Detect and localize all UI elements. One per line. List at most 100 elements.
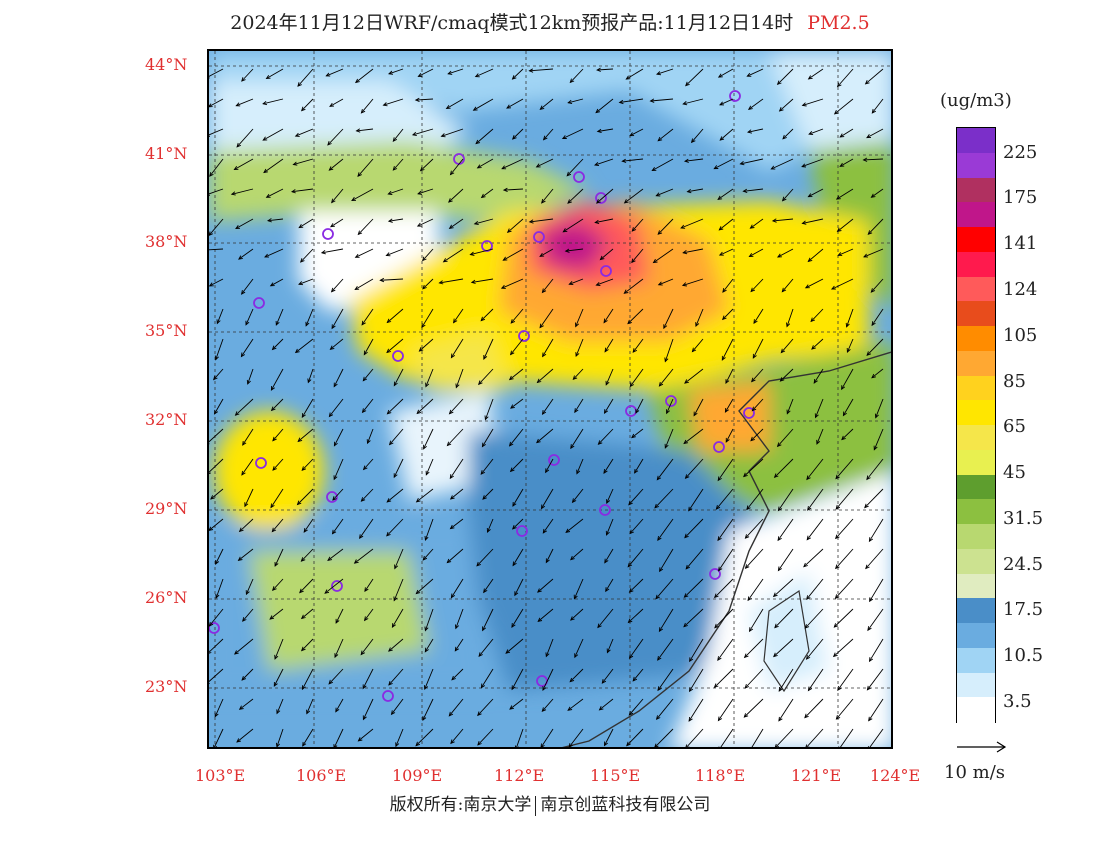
wind-arrow-head: [801, 220, 807, 225]
wind-arrow-shaft: [744, 638, 764, 658]
wind-arrow-shaft: [622, 158, 644, 162]
wind-arrow-shaft: [780, 338, 794, 353]
wind-arrow-shaft: [629, 638, 644, 659]
wind-arrow-head: [597, 440, 603, 445]
wind-arrow-head: [303, 528, 308, 533]
wind-arrow-head: [713, 165, 719, 170]
wind-arrow-shaft: [863, 158, 884, 161]
wind-arrow-shaft: [331, 308, 344, 329]
colorbar-label: 65: [1003, 416, 1026, 437]
wind-arrow-shaft: [478, 368, 494, 385]
wind-arrow-head: [300, 614, 306, 620]
wind-arrow-shaft: [869, 518, 884, 542]
wind-arrow-head: [718, 226, 724, 231]
wind-arrow-head: [572, 375, 578, 381]
wind-arrow-head: [631, 433, 636, 439]
wind-arrow-shaft: [749, 248, 764, 257]
wind-arrow-shaft: [354, 548, 374, 564]
wind-arrow-shaft: [291, 188, 314, 193]
wind-arrow-head: [866, 351, 872, 356]
wind-arrow-head: [839, 162, 845, 167]
wind-arrow-shaft: [804, 698, 824, 718]
wind-arrow-shaft: [569, 278, 584, 285]
wind-arrow-shaft: [595, 218, 614, 224]
wind-arrow-head: [327, 556, 333, 562]
wind-arrow-head: [871, 321, 876, 327]
wind-arrow-head: [388, 440, 394, 446]
wind-arrow-shaft: [815, 398, 824, 418]
wind-arrow-head: [540, 743, 545, 747]
wind-arrow-shaft: [563, 218, 584, 233]
wind-arrow-head: [424, 647, 429, 653]
wind-arrow-shaft: [266, 188, 284, 198]
wind-arrow-head: [599, 255, 605, 261]
wind-arrow-head: [746, 72, 752, 77]
wind-arrow-shaft: [215, 578, 224, 599]
wind-arrow-shaft: [478, 638, 494, 657]
wind-arrow-shaft: [359, 518, 374, 539]
wind-arrow-shaft: [722, 308, 734, 320]
lon-label: 115°E: [590, 766, 641, 785]
wind-arrow-shaft: [656, 698, 674, 720]
colorbar-segment: [957, 276, 995, 302]
wind-arrow-shaft: [361, 308, 374, 326]
wind-arrow-head: [236, 142, 241, 148]
wind-arrow-head: [663, 324, 668, 330]
wind-arrow-head: [271, 586, 277, 591]
wind-arrow-head: [603, 409, 609, 414]
wind-arrow-shaft: [422, 698, 434, 721]
wind-arrow-head: [808, 130, 814, 136]
wind-arrow-shaft: [264, 248, 284, 258]
wind-arrow-shaft: [543, 128, 554, 140]
wind-arrow-shaft: [836, 188, 854, 200]
wind-arrow-head: [294, 132, 300, 137]
wind-arrow-head: [509, 350, 515, 356]
wind-arrow-head: [777, 506, 783, 512]
wind-arrow-head: [862, 157, 868, 162]
wind-arrow-shaft: [274, 638, 284, 660]
wind-arrow-shaft: [752, 398, 764, 411]
wind-arrow-shaft: [831, 278, 854, 290]
wind-arrow-shaft: [839, 158, 854, 167]
wind-arrow-head: [722, 288, 727, 293]
wind-arrow-head: [209, 650, 212, 654]
wind-arrow-shaft: [750, 278, 764, 292]
lat-label: 29°N: [145, 499, 188, 518]
wind-arrow-shaft: [424, 608, 434, 631]
wind-arrow-shaft: [362, 698, 374, 720]
wind-arrow-head: [657, 281, 663, 286]
wind-arrow-shaft: [717, 638, 734, 661]
colorbar-segment: [957, 573, 995, 599]
wind-arrow-shaft: [717, 188, 734, 200]
wind-arrow-shaft: [778, 548, 794, 571]
wind-arrow-head: [657, 686, 662, 692]
wind-arrow-head: [658, 381, 664, 387]
wind-arrow-shaft: [695, 308, 704, 327]
wind-arrow-shaft: [529, 68, 554, 72]
wind-arrow-shaft: [358, 728, 374, 742]
wind-arrow-head: [270, 406, 276, 412]
wind-arrow-head: [484, 415, 489, 421]
wind-arrow-head: [865, 564, 870, 570]
wind-arrow-head: [870, 288, 876, 293]
wind-arrow-head: [480, 316, 486, 322]
wind-arrow-shaft: [687, 188, 704, 193]
wind-arrow-head: [714, 623, 719, 629]
wind-arrow-head: [414, 97, 420, 103]
wind-arrow-head: [424, 535, 429, 541]
wind-arrow-shaft: [262, 128, 284, 141]
colorbar-segment: [957, 697, 995, 723]
wind-arrow-head: [721, 355, 726, 361]
wind-arrow-head: [333, 382, 338, 388]
wind-arrow-shaft: [680, 218, 704, 229]
wind-arrow-head: [747, 596, 752, 602]
wind-arrow-head: [271, 345, 277, 351]
wind-arrow-shaft: [841, 368, 854, 390]
wind-arrow-head: [386, 498, 392, 503]
wind-arrow-shaft: [570, 608, 584, 621]
wind-arrow-shaft: [505, 638, 524, 654]
wind-arrow-head: [209, 472, 211, 474]
wind-arrow-head: [263, 168, 268, 174]
wind-arrow-shaft: [447, 428, 464, 446]
wind-arrow-head: [539, 105, 545, 110]
